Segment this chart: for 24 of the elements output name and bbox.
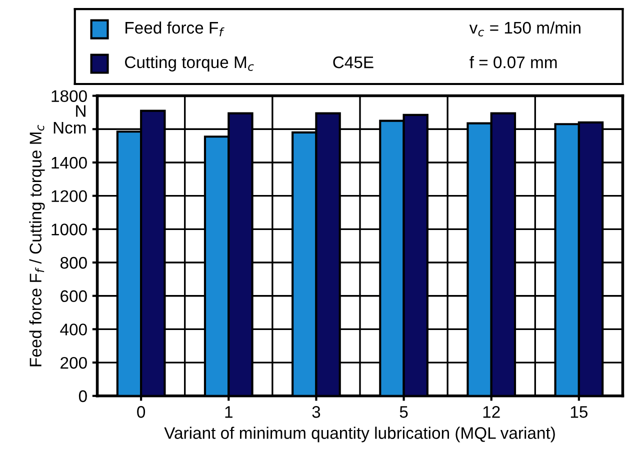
x-tick-label: 15 xyxy=(570,406,588,418)
text: C45E xyxy=(333,56,374,68)
y-tick-label: 400 xyxy=(60,324,87,336)
x-tick-label: 5 xyxy=(400,406,408,418)
text: f = 0.07 mm xyxy=(470,56,557,68)
y-tick-label: 200 xyxy=(60,356,87,369)
y-axis-title: Feed force F$_{f}$ / Cutting torque M$_{c}$ xyxy=(29,124,45,366)
y-tick-label: 600 xyxy=(60,290,87,302)
x-tick-label: 3 xyxy=(312,406,320,418)
x-tick-label: 0 xyxy=(137,406,146,418)
x-tick-label: 1 xyxy=(225,406,232,418)
y-tick-label: 1800 xyxy=(52,90,87,102)
text: N xyxy=(76,105,86,117)
x-tick-label: 12 xyxy=(483,406,500,418)
y-tick-label: 1000 xyxy=(52,224,87,236)
y-tick-label: 800 xyxy=(60,256,87,269)
y-tick-label: 1400 xyxy=(52,156,87,169)
y-tick-label: 1200 xyxy=(52,190,87,202)
legend-label: Feed force F$_{f}$ xyxy=(126,21,224,36)
x-axis-title: Variant of minimum quantity lubrication (MQL variant) xyxy=(164,426,555,442)
text: Ncm xyxy=(54,122,86,134)
y-tick-label: 0 xyxy=(78,390,87,402)
text: v$_{c}$ = 150 m/min xyxy=(469,21,580,36)
legend-label: Cutting torque M$_{c}$ xyxy=(125,56,254,72)
